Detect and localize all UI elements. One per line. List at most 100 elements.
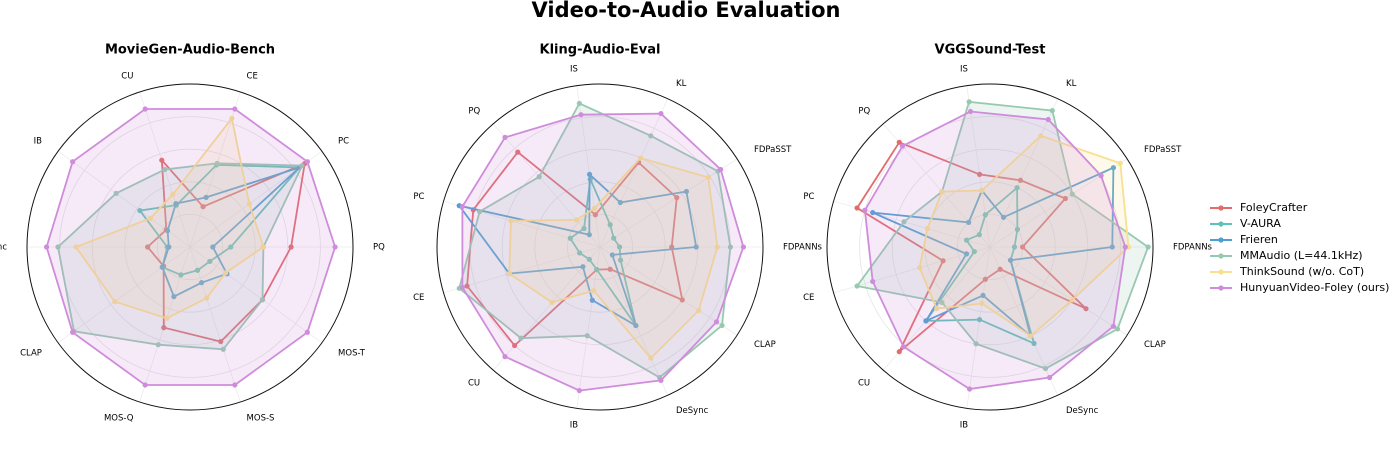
series-line	[863, 110, 1127, 390]
spoke	[599, 158, 738, 248]
legend-marker	[1218, 237, 1224, 243]
spoke	[492, 123, 601, 248]
series-point	[870, 209, 876, 216]
legend-label: ThinkSound (w/o. CoT)	[1239, 265, 1364, 278]
series-point	[1046, 374, 1053, 381]
spoke	[599, 98, 669, 248]
legend: FoleyCrafter V-AURA Frieren MMAudio (L=44.1…	[1210, 201, 1389, 294]
series-point	[638, 155, 644, 161]
spoke	[599, 246, 738, 336]
axis-label: MOS-Q	[104, 414, 134, 424]
series-point	[1109, 244, 1115, 250]
series-point	[70, 159, 76, 165]
axis-label: IB	[570, 421, 579, 431]
series-point	[1000, 214, 1007, 220]
series-point	[982, 276, 988, 282]
spoke	[989, 158, 1128, 248]
series-point	[515, 149, 521, 155]
series-point	[979, 300, 985, 307]
series-point	[578, 112, 584, 118]
series-point	[207, 258, 213, 264]
series-point	[1014, 226, 1021, 232]
series-point	[714, 244, 720, 250]
axis-label: DeSync	[1066, 406, 1099, 416]
series-point	[917, 265, 923, 271]
series-point	[997, 266, 1003, 272]
series-point	[674, 195, 680, 201]
series-point	[232, 106, 238, 112]
series-point	[332, 244, 338, 250]
series-point	[1083, 306, 1089, 312]
series-point	[966, 99, 972, 105]
series-point	[502, 354, 508, 360]
series-point	[304, 329, 310, 335]
series-point	[966, 219, 972, 225]
series-line	[872, 166, 1115, 339]
series-point	[727, 244, 734, 250]
radar-chart: MovieGen-Audio-Bench PQ PC CE CU IB DeSync CLAP…	[0, 43, 385, 424]
series-point	[159, 157, 165, 163]
series-point	[502, 134, 508, 140]
series-point	[976, 317, 983, 323]
series-point	[696, 307, 702, 314]
series-point	[616, 244, 623, 250]
series-point	[218, 338, 224, 345]
series-point	[934, 305, 940, 312]
legend-label: FoleyCrafter	[1240, 201, 1308, 214]
series-point	[693, 244, 699, 250]
series-point	[210, 244, 216, 250]
chart-title: MovieGen-Audio-Bench	[105, 43, 275, 58]
series-point	[145, 244, 151, 250]
legend-marker	[1218, 285, 1224, 291]
series-point	[55, 244, 61, 250]
series-point	[1110, 165, 1117, 171]
series-point	[976, 232, 982, 238]
radar-chart: Kling-Audio-Eval FDPANNs FDPaSST KL IS PQ PC CE…	[413, 43, 822, 431]
series-point	[594, 266, 600, 273]
series-point	[1042, 365, 1049, 372]
series-point	[228, 244, 234, 250]
series-point	[459, 284, 465, 291]
series-point	[1031, 340, 1037, 346]
axis-label: IS	[960, 64, 968, 74]
figure-title: Video-to-Audio Evaluation	[532, 0, 841, 22]
outer-circle	[26, 83, 354, 411]
legend-label: HunyuanVideo-Foley (ours)	[1240, 281, 1389, 294]
series-point	[980, 292, 986, 299]
series-point	[589, 297, 595, 303]
series-point	[617, 257, 624, 263]
series-point	[260, 244, 266, 250]
series-point	[476, 209, 483, 215]
series-point	[246, 201, 252, 207]
series-point	[862, 207, 868, 213]
series-point	[973, 341, 979, 347]
axis-label: FDPANNs	[1173, 243, 1213, 253]
series-point	[198, 280, 205, 286]
axis-label: CE	[413, 293, 424, 303]
axis-label: KL	[676, 79, 687, 89]
legend-label: V-AURA	[1240, 217, 1281, 230]
series-point	[592, 212, 598, 218]
series-point	[70, 329, 76, 335]
series-point	[178, 272, 184, 278]
series-point	[924, 226, 931, 232]
series-point	[1014, 185, 1020, 191]
series-point	[976, 171, 983, 177]
series-point	[113, 190, 119, 196]
series-point	[581, 225, 587, 232]
legend-marker	[1218, 269, 1224, 275]
series-point	[617, 199, 623, 206]
series-point	[459, 203, 465, 210]
series-point	[1011, 244, 1018, 250]
axis-label: IB	[960, 421, 969, 431]
axis-label: CU	[468, 379, 480, 389]
series-point	[512, 342, 518, 349]
series-point	[901, 219, 907, 225]
series-point	[713, 319, 720, 325]
series-point	[573, 217, 580, 223]
spoke	[966, 246, 991, 409]
axis-label: PC	[338, 137, 349, 147]
series-point	[923, 318, 929, 324]
series-point	[899, 143, 906, 149]
series-point	[1117, 160, 1123, 166]
